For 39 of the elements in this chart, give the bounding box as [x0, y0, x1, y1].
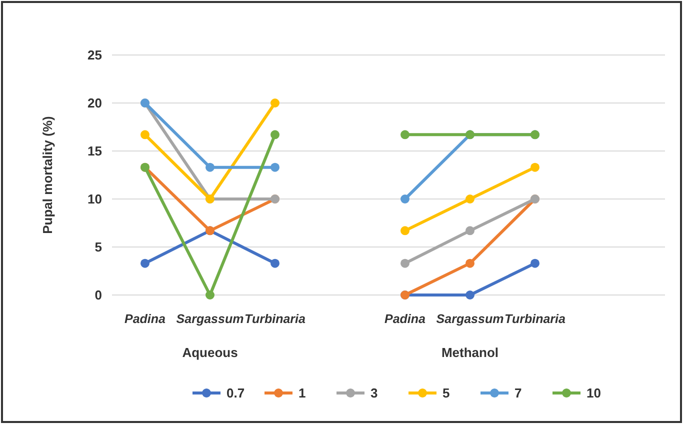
point — [400, 258, 410, 268]
x-tick-label: Turbinaria — [504, 312, 566, 326]
x-tick-label: Padina — [124, 312, 166, 326]
y-tick-label: 5 — [94, 240, 102, 255]
point — [530, 258, 540, 268]
x-tick-label: Sargassum — [436, 312, 504, 326]
text: Methanol — [441, 345, 499, 360]
y-axis-title: Pupal mortality (%) — [40, 116, 55, 234]
x-tick-label: Padina — [384, 312, 426, 326]
point — [270, 130, 280, 140]
legend-label: 1 — [298, 386, 306, 401]
point — [400, 130, 410, 140]
y-tick-label: 10 — [88, 192, 102, 207]
x-tick-label: Turbinaria — [244, 312, 306, 326]
point — [530, 162, 540, 172]
y-tick-label: 15 — [88, 144, 102, 159]
point — [270, 258, 280, 268]
x-tick-label: Sargassum — [176, 312, 244, 326]
y-tick-label: 0 — [94, 288, 102, 303]
y-tick-label: 25 — [88, 48, 102, 63]
point — [466, 290, 474, 300]
point — [400, 226, 410, 236]
point — [466, 194, 474, 204]
point — [206, 162, 214, 172]
point — [140, 258, 150, 268]
legend-label: 0.7 — [226, 386, 245, 401]
text: Aqueous — [182, 345, 238, 360]
legend-label: 7 — [514, 386, 522, 401]
legend-label: 10 — [586, 386, 601, 401]
point — [140, 130, 150, 140]
y-tick-label: 20 — [88, 96, 102, 111]
legend-label: 5 — [442, 386, 450, 401]
legend-label: 3 — [370, 386, 378, 401]
point — [466, 226, 474, 236]
point — [270, 98, 280, 108]
point — [270, 162, 280, 172]
point — [206, 290, 214, 300]
point — [400, 194, 410, 204]
point — [466, 258, 474, 268]
